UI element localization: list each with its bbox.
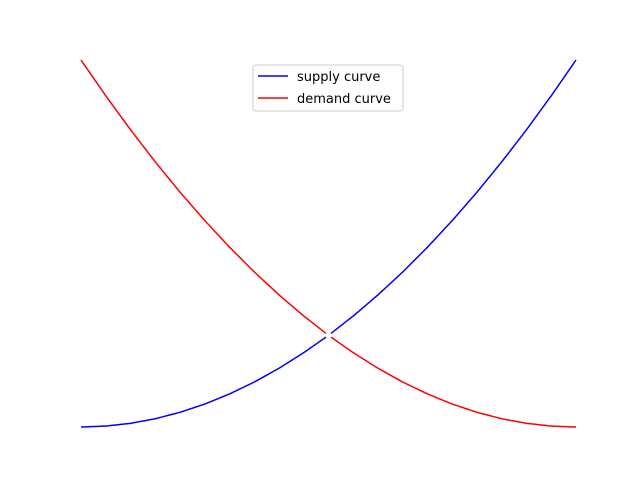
series-line-demand-curve-3 bbox=[330, 336, 577, 428]
legend-label-demand: demand curve bbox=[297, 92, 391, 107]
legend: supply curve demand curve bbox=[252, 64, 404, 112]
legend-label-supply: supply curve bbox=[297, 70, 380, 85]
series-line-demand-curve-2 bbox=[80, 59, 327, 335]
plot-area bbox=[80, 59, 577, 428]
legend-box bbox=[252, 64, 404, 112]
series-line-supply-curve-1 bbox=[330, 59, 577, 335]
series-line-supply-curve-0 bbox=[80, 336, 327, 428]
